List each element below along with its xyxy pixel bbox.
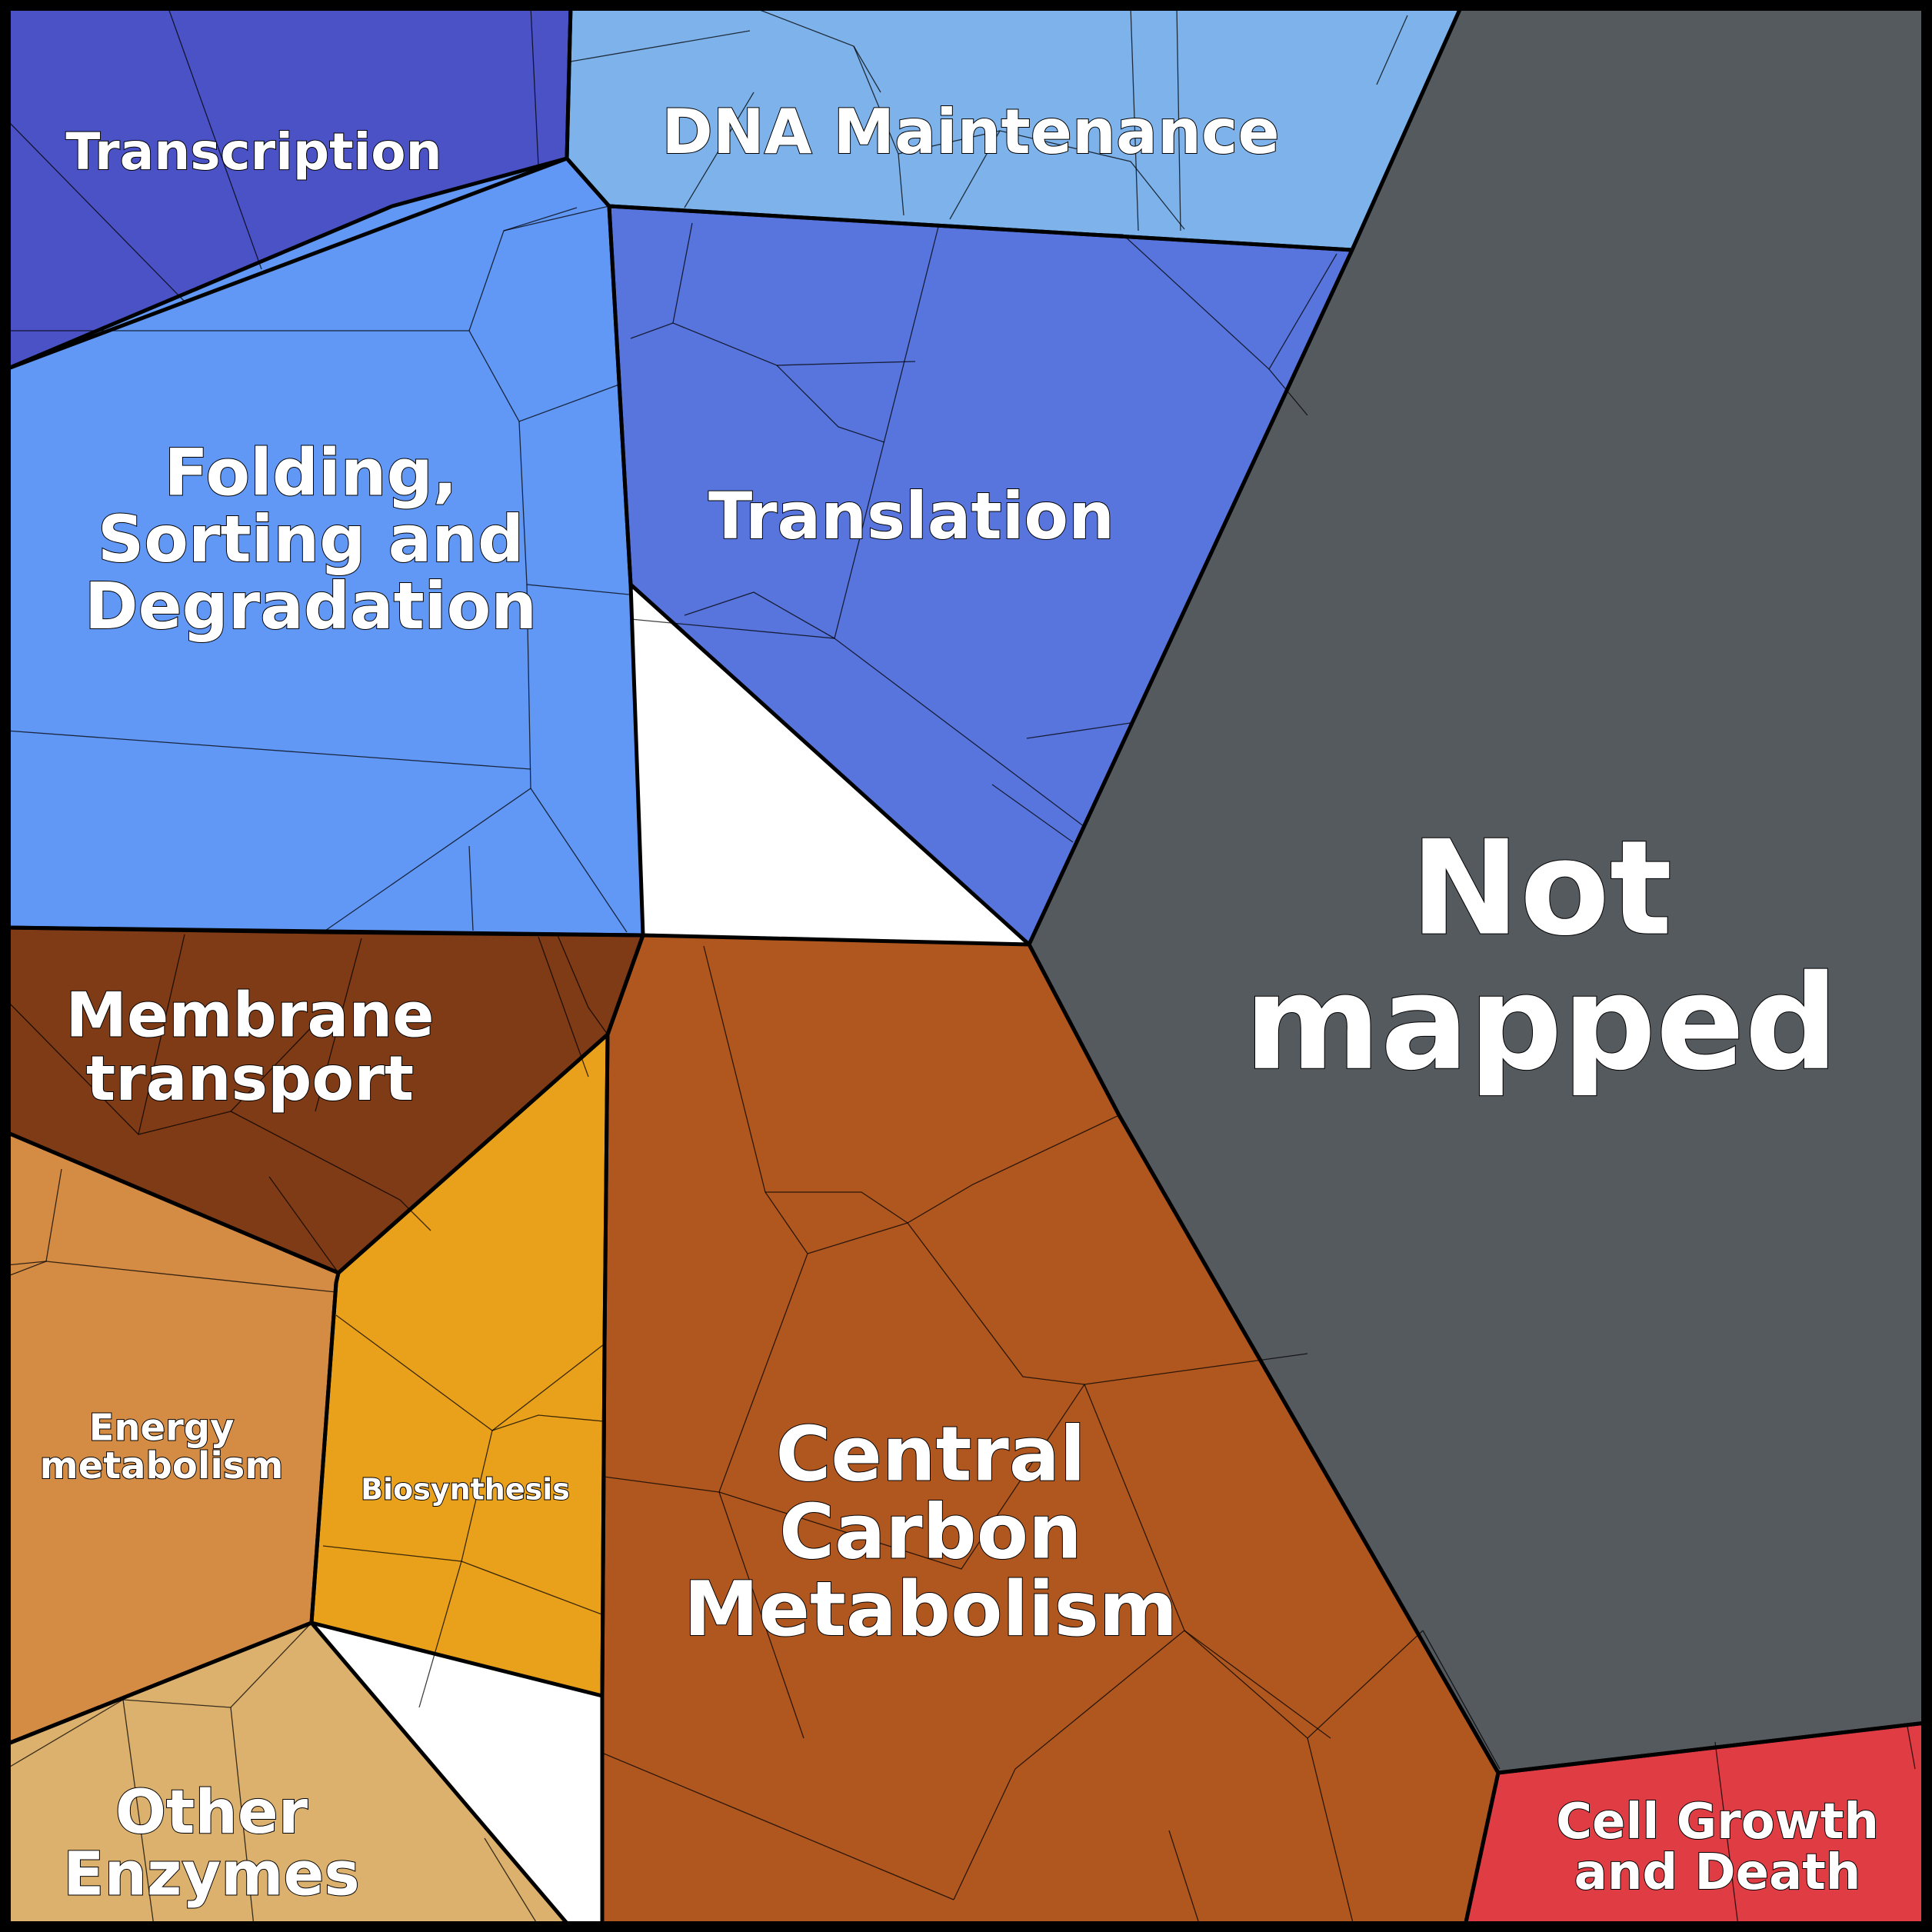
label-line-folding-sorting-and-degradation-1: Sorting and — [98, 501, 524, 577]
label-line-dna-maintenance-0: DNA Maintenance — [661, 96, 1279, 168]
subregion-line-folding-sorting-and-degradation-4 — [503, 205, 610, 232]
subregion-line-central-carbon-metabolism-8 — [603, 1753, 954, 1900]
subregion-line-folding-sorting-and-degradation-7 — [468, 845, 474, 931]
region-labels: Transcription DNA Maintenance Translation F… — [39, 95, 1880, 1910]
subregion-line-membrane-transport-4 — [230, 1111, 431, 1231]
subregion-line-central-carbon-metabolism-1 — [765, 1191, 908, 1224]
subregion-line-translation-4 — [630, 322, 674, 339]
subregion-line-dna-maintenance-7 — [949, 130, 1001, 220]
subregion-line-translation-1 — [834, 638, 1085, 828]
subregion-line-other-enzymes-2 — [122, 1699, 155, 1927]
region-cells — [5, 5, 1927, 1927]
label-line-central-carbon-metabolism-0: Central — [775, 1411, 1085, 1498]
subregion-line-biosynthesis-3 — [491, 1414, 605, 1431]
subregion-line-translation-9 — [991, 784, 1074, 843]
label-cell-growth-and-death: Cell Growth and Death — [1556, 1794, 1879, 1901]
label-line-central-carbon-metabolism-1: Carbon — [779, 1488, 1082, 1576]
label-transcription: Transcription — [65, 122, 441, 182]
label-line-not-mapped-0: Not — [1411, 813, 1672, 965]
label-line-folding-sorting-and-degradation-0: Folding, — [164, 435, 457, 511]
subregion-line-translation-5 — [776, 365, 885, 443]
subregion-line-cell-growth-and-death-0 — [1714, 1741, 1739, 1927]
subregion-line-translation-8 — [1026, 722, 1131, 739]
label-other-enzymes: Other Enzymes — [63, 1778, 360, 1909]
label-line-central-carbon-metabolism-2: Metabolism — [684, 1566, 1178, 1654]
subregion-line-dna-maintenance-4 — [1176, 5, 1181, 232]
subregion-line-dna-maintenance-8 — [1376, 15, 1408, 85]
subregion-line-folding-sorting-and-degradation-0 — [6, 330, 620, 422]
subregion-line-other-enzymes-3 — [484, 1837, 539, 1927]
subregion-line-membrane-transport-3 — [5, 999, 324, 1135]
label-line-other-enzymes-0: Other — [115, 1778, 308, 1847]
subregion-line-dna-maintenance-6 — [684, 92, 754, 208]
subregion-line-other-enzymes-0 — [5, 1622, 312, 1770]
label-line-other-enzymes-1: Enzymes — [63, 1840, 360, 1909]
label-translation: Translation — [708, 478, 1114, 554]
subregion-line-central-carbon-metabolism-7 — [718, 1384, 1085, 1570]
label-line-cell-growth-and-death-1: and Death — [1574, 1844, 1861, 1901]
subregion-line-membrane-transport-6 — [315, 938, 362, 1112]
subregion-line-membrane-transport-1 — [538, 936, 589, 1078]
subregion-line-central-carbon-metabolism-10 — [1422, 1630, 1501, 1770]
label-line-membrane-transport-1: transport — [86, 1043, 414, 1114]
subregion-line-cell-growth-and-death-1 — [1907, 1726, 1916, 1770]
subregion-line-biosynthesis-2 — [461, 1561, 605, 1616]
label-dna-maintenance: DNA Maintenance — [661, 96, 1279, 168]
label-line-biosynthesis-0: Biosynthesis — [361, 1473, 570, 1507]
subregion-line-translation-7 — [1268, 368, 1308, 416]
label-membrane-transport: Membrane transport — [65, 980, 434, 1114]
label-line-energy-metabolism-0: Energy — [89, 1407, 235, 1450]
subregion-line-dna-maintenance-5 — [570, 30, 751, 62]
subregion-line-central-carbon-metabolism-11 — [1307, 1737, 1354, 1927]
subregion-line-central-carbon-metabolism-3 — [907, 1222, 1308, 1385]
label-not-mapped: Not mapped — [1244, 813, 1838, 1100]
subregion-line-biosynthesis-4 — [418, 1561, 462, 1708]
subregion-line-central-carbon-metabolism-0 — [703, 945, 1120, 1254]
subregion-line-transcription-1 — [5, 118, 185, 302]
label-line-translation-0: Translation — [708, 478, 1114, 554]
label-line-folding-sorting-and-degradation-2: Degradation — [85, 568, 537, 644]
subregion-line-membrane-transport-0 — [557, 934, 608, 1035]
subregion-line-dna-maintenance-3 — [1130, 5, 1139, 232]
subregion-line-transcription-0 — [167, 5, 262, 270]
subregion-line-translation-3 — [672, 222, 916, 366]
subregion-line-central-carbon-metabolism-12 — [1168, 1830, 1201, 1927]
subregion-line-transcription-2 — [530, 5, 539, 166]
label-line-cell-growth-and-death-0: Cell Growth — [1556, 1794, 1879, 1850]
subregion-line-energy-metabolism-1 — [45, 1261, 337, 1293]
label-energy-metabolism: Energy metabolism — [40, 1407, 284, 1487]
label-line-energy-metabolism-1: metabolism — [40, 1444, 284, 1487]
subregion-line-folding-sorting-and-degradation-6 — [530, 788, 628, 933]
subregion-line-dna-maintenance-2 — [898, 130, 1185, 230]
label-central-carbon-metabolism: Central Carbon Metabolism — [684, 1411, 1178, 1654]
label-folding-sorting-and-degradation: Folding, Sorting and Degradation — [85, 435, 537, 644]
subregion-line-membrane-transport-5 — [268, 1176, 339, 1274]
subregion-line-central-carbon-metabolism-6 — [953, 1630, 1185, 1900]
subregion-line-membrane-transport-2 — [138, 934, 185, 1135]
subregion-line-other-enzymes-1 — [230, 1707, 255, 1927]
subregion-line-energy-metabolism-2 — [5, 1261, 47, 1266]
label-line-membrane-transport-0: Membrane — [65, 980, 434, 1051]
label-line-transcription-0: Transcription — [65, 122, 441, 182]
subregion-line-central-carbon-metabolism-4 — [718, 1491, 804, 1739]
label-biosynthesis: Biosynthesis — [361, 1473, 570, 1507]
subregion-line-translation-6 — [684, 591, 835, 639]
subregion-line-folding-sorting-and-degradation-5 — [5, 730, 531, 770]
label-line-not-mapped-1: mapped — [1244, 948, 1838, 1100]
